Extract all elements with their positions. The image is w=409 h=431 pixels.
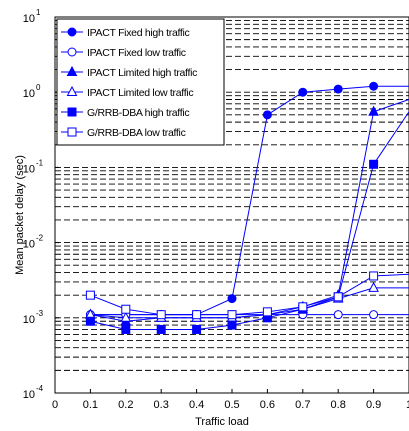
x-tick-label: 0.6 xyxy=(260,399,275,411)
y-tick-label: 10 xyxy=(23,88,35,100)
legend-marker xyxy=(67,27,77,37)
legend-entry: IPACT Limited low traffic xyxy=(61,85,194,99)
legend-marker xyxy=(66,85,78,96)
x-tick-label: 0.3 xyxy=(154,399,169,411)
x-tick-label: 0.8 xyxy=(331,399,346,411)
x-tick-label: 0.2 xyxy=(118,399,133,411)
series-line xyxy=(90,287,409,319)
data-point xyxy=(227,320,237,330)
legend-entry: G/RRB-DBA high traffic xyxy=(61,107,190,119)
y-tick-label: 10 xyxy=(23,314,35,326)
data-point xyxy=(369,271,379,281)
data-point xyxy=(156,324,166,334)
data-point xyxy=(192,310,202,320)
series-group xyxy=(85,81,409,334)
series-6 xyxy=(85,271,409,320)
y-tick-exponent: 0 xyxy=(36,83,41,92)
data-point xyxy=(333,84,343,94)
y-tick-label: 10 xyxy=(23,389,35,401)
legend-entry: IPACT Limited high traffic xyxy=(61,65,197,79)
x-tick-label: 0.5 xyxy=(224,399,239,411)
axis-ticks: 00.10.20.30.40.50.60.70.80.9110-410-310-… xyxy=(23,8,409,411)
legend-label: G/RRB-DBA high traffic xyxy=(87,107,189,119)
legend-marker xyxy=(66,65,78,76)
y-tick-label: 10 xyxy=(23,163,35,175)
y-tick-label: 10 xyxy=(23,239,35,251)
legend-entry: IPACT Fixed low traffic xyxy=(61,47,186,59)
data-point xyxy=(369,159,379,169)
data-point xyxy=(368,281,379,292)
x-tick-label: 0.4 xyxy=(189,399,204,411)
x-tick-label: 0.7 xyxy=(295,399,310,411)
x-tick-label: 0 xyxy=(52,399,58,411)
data-point xyxy=(262,110,272,120)
data-point xyxy=(262,307,272,317)
legend-entry: G/RRB-DBA low traffic xyxy=(61,127,186,139)
data-point xyxy=(192,324,202,334)
y-tick-exponent: -4 xyxy=(36,384,44,393)
data-point xyxy=(85,316,95,326)
legend: IPACT Fixed high traffic IPACT Fixed low … xyxy=(56,18,225,146)
data-point xyxy=(120,311,132,322)
legend-marker xyxy=(67,127,77,137)
data-point xyxy=(227,294,237,304)
legend-box xyxy=(56,18,225,146)
legend-marker xyxy=(67,47,77,57)
data-point xyxy=(298,87,308,97)
data-point xyxy=(85,290,95,300)
y-axis-label: Mean packet delay (sec) xyxy=(14,155,26,275)
data-point xyxy=(333,292,343,302)
y-tick-exponent: -3 xyxy=(36,309,44,318)
legend-entry: IPACT Fixed high traffic xyxy=(61,27,190,39)
legend-label: G/RRB-DBA low traffic xyxy=(87,127,186,139)
x-axis-label: Traffic load xyxy=(195,416,249,428)
data-point xyxy=(156,310,166,320)
legend-marker xyxy=(67,107,77,117)
y-tick-exponent: 1 xyxy=(36,8,41,17)
legend-label: IPACT Limited high traffic xyxy=(87,67,197,79)
data-point xyxy=(369,310,379,320)
data-point xyxy=(227,310,237,320)
series-line xyxy=(90,273,409,316)
y-tick-exponent: -2 xyxy=(36,234,44,243)
y-tick-exponent: -1 xyxy=(36,158,44,167)
data-point xyxy=(333,310,343,320)
data-point xyxy=(368,105,379,116)
legend-label: IPACT Limited low traffic xyxy=(87,87,193,99)
y-tick-label: 10 xyxy=(23,13,35,25)
data-point xyxy=(121,324,131,334)
series-line xyxy=(90,111,409,330)
legend-label: IPACT Fixed high traffic xyxy=(87,27,190,39)
x-tick-label: 0.1 xyxy=(83,399,98,411)
data-point xyxy=(298,302,308,312)
x-tick-label: 1 xyxy=(406,399,409,411)
data-point xyxy=(369,81,379,91)
data-point xyxy=(121,304,131,314)
x-tick-label: 0.9 xyxy=(366,399,381,411)
legend-label: IPACT Fixed low traffic xyxy=(87,47,186,59)
